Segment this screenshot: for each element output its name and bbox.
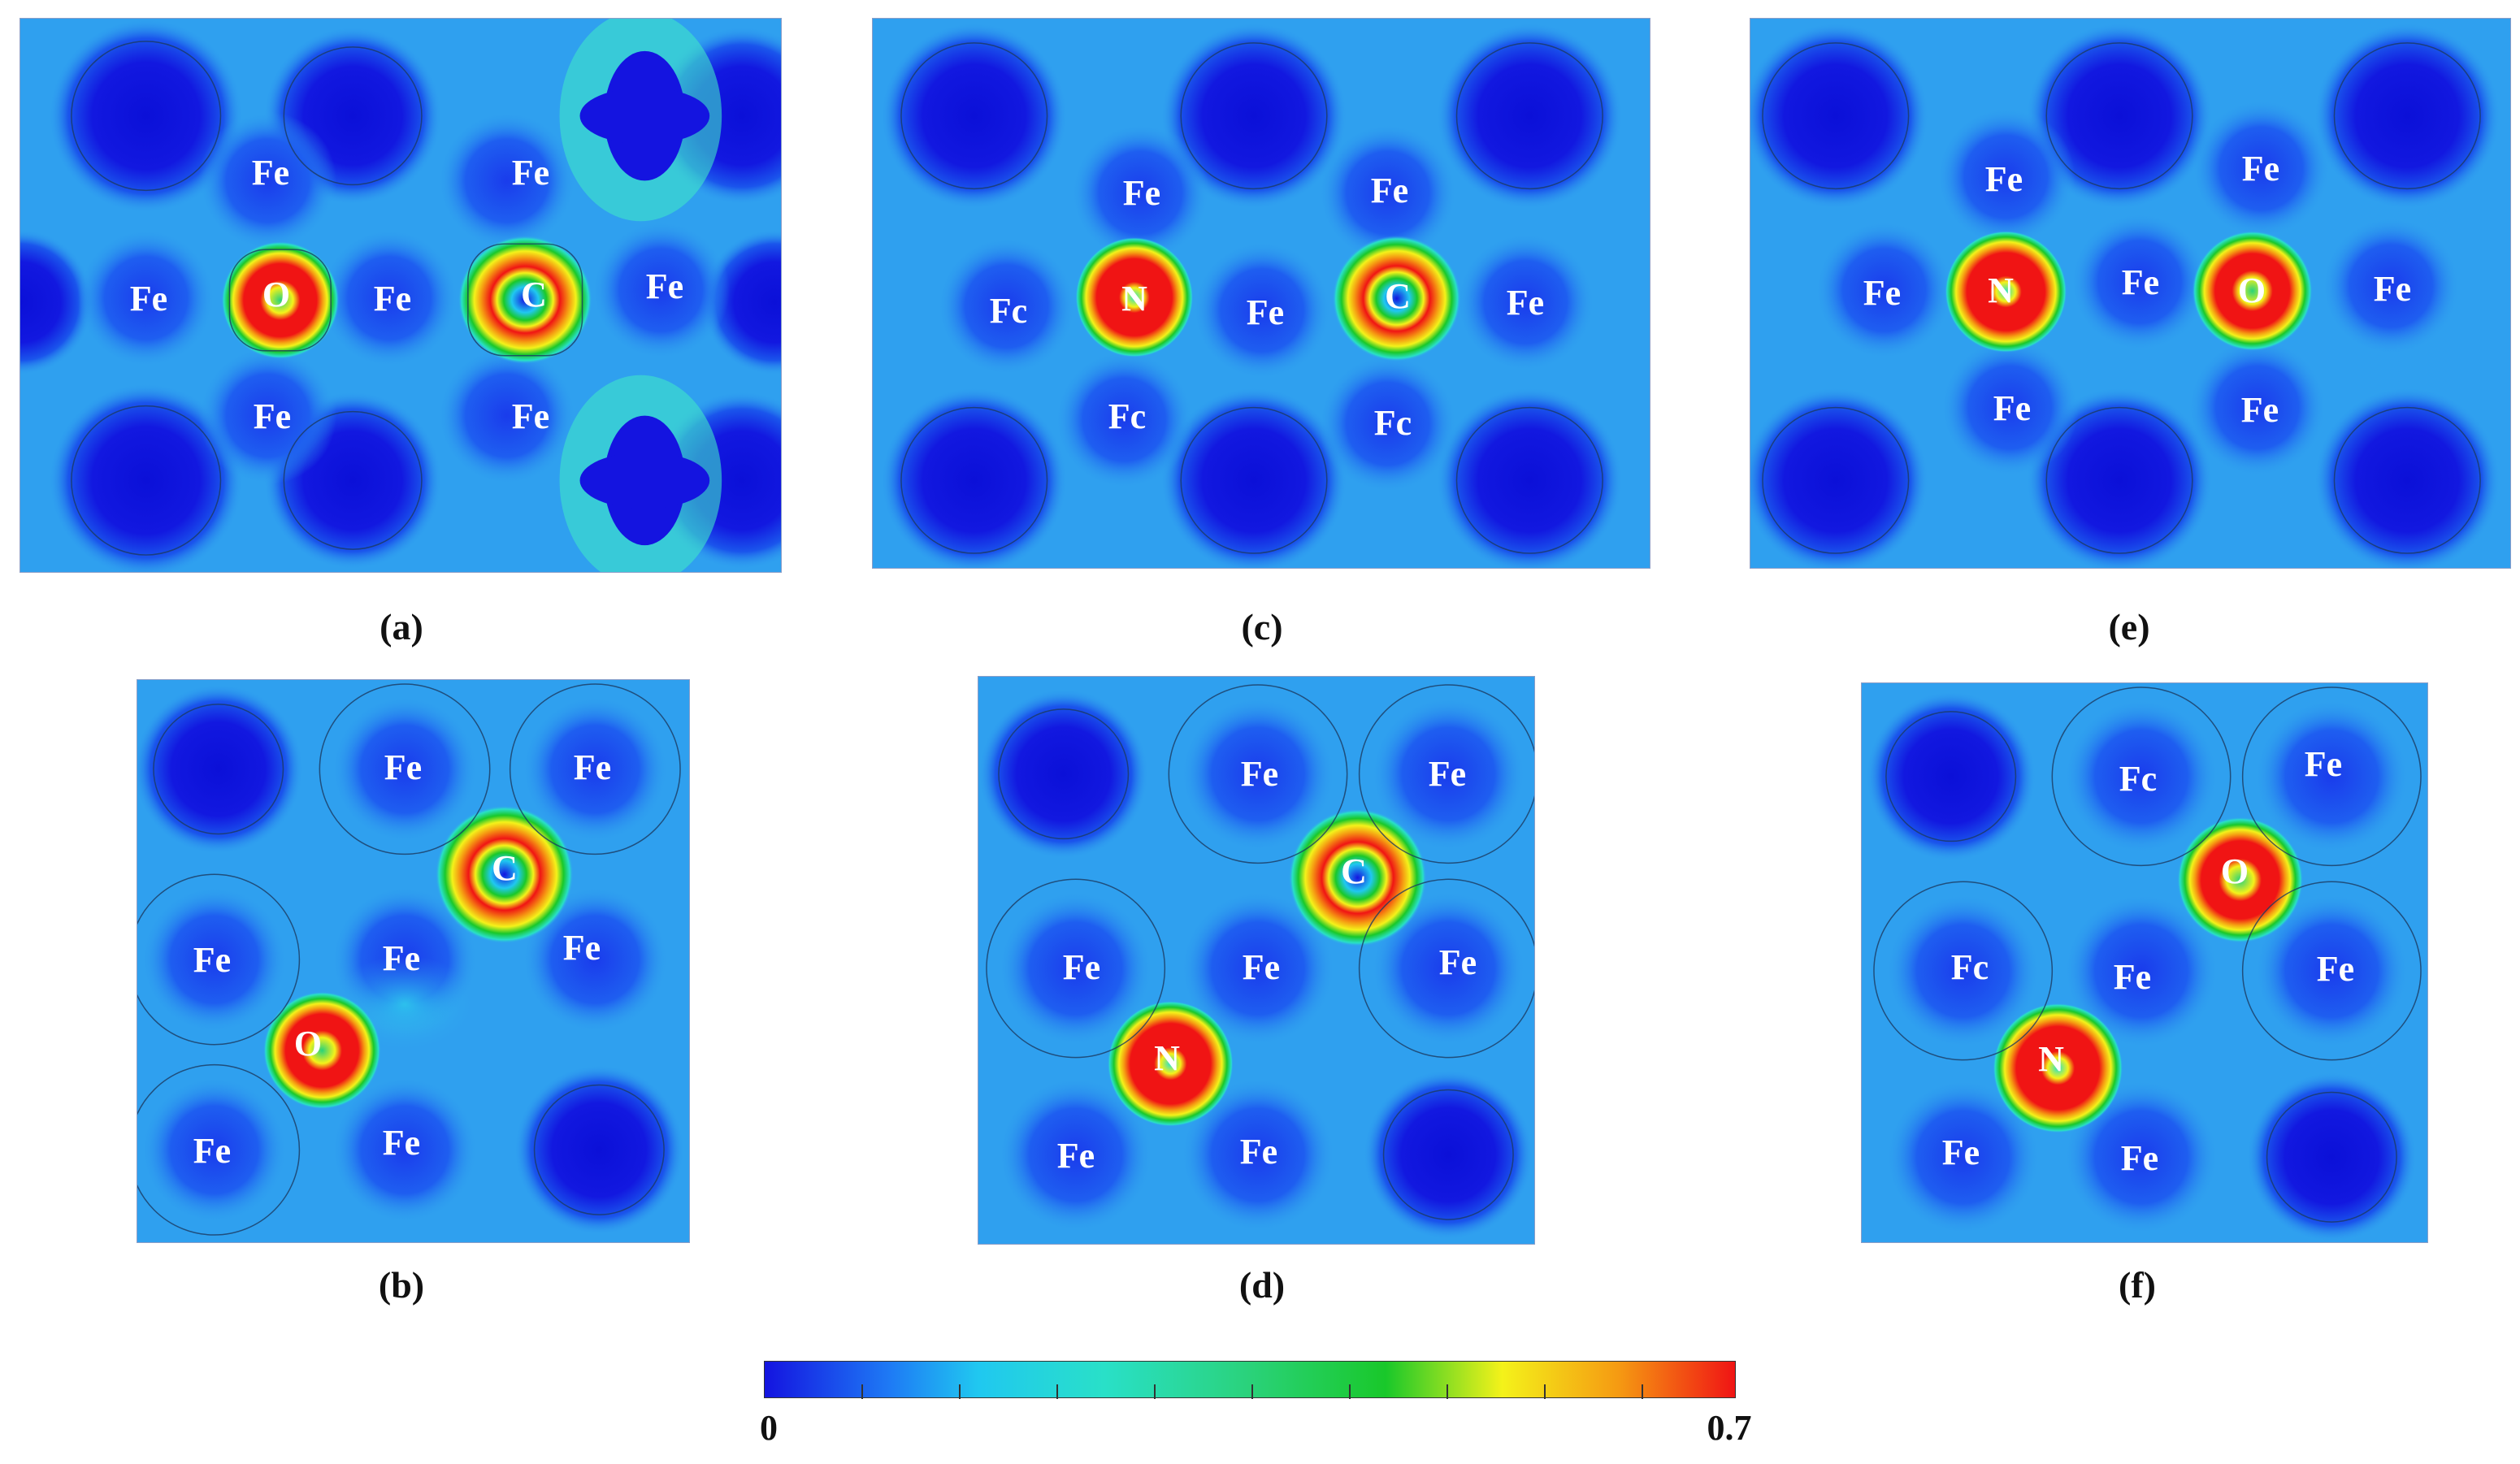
atom-label: Fe (1429, 756, 1466, 792)
caption-e: (e) (2108, 605, 2149, 648)
atom-label: Fe (2122, 265, 2159, 301)
atom-label: Fc (990, 293, 1027, 329)
atom-label: Fe (1123, 175, 1160, 211)
colorbar (764, 1361, 1736, 1398)
atom-label: Fe (1863, 275, 1901, 311)
atom-label: Fe (2242, 151, 2279, 187)
colorbar-tick (959, 1384, 961, 1399)
atom-label: Fe (2241, 392, 2279, 428)
atom-label: Fe (383, 941, 420, 977)
atom-label: Fe (1439, 945, 1477, 981)
atom-label: Fe (193, 942, 231, 978)
atom-label: O (2221, 854, 2249, 890)
atom-label: C (1385, 279, 1411, 314)
atom-label: Fe (1507, 285, 1544, 321)
atom-label: N (1154, 1041, 1180, 1076)
atom-label: Fc (1108, 399, 1146, 435)
atom-label: Fe (563, 930, 601, 966)
atom-label: Fc (2119, 761, 2157, 797)
panel-a: Fe Fe Fe Fe Fe Fe Fe O C (20, 18, 782, 573)
atom-label: N (2038, 1042, 2064, 1077)
panel-c: Fe Fe Fc Fe Fe Fc Fc N C (872, 18, 1650, 569)
atom-label: Fe (1942, 1135, 1980, 1171)
atom-label: Fe (1993, 391, 2031, 427)
atom-label: Fe (193, 1133, 231, 1169)
atom-label: Fe (384, 750, 422, 786)
atom-label: Fe (2374, 271, 2411, 307)
atom-label: Fe (512, 155, 549, 191)
colorbar-tick (1154, 1384, 1156, 1399)
atom-label: Fe (1057, 1138, 1095, 1174)
atom-label: Fe (2114, 959, 2151, 995)
colorbar-tick (1642, 1384, 1643, 1399)
colorbar-min-label: 0 (760, 1407, 778, 1449)
caption-b: (b) (379, 1263, 424, 1306)
atom-label: Fe (1243, 950, 1280, 985)
panel-b: Fe Fe Fe Fe Fe Fe Fe C O (137, 679, 690, 1243)
colorbar-tick (861, 1384, 863, 1399)
atom-label: Fe (646, 269, 683, 305)
panel-d: Fe Fe Fe Fe Fe Fe Fe C N (978, 676, 1535, 1245)
atom-label: Fe (252, 155, 289, 191)
atom-label: Fe (130, 281, 167, 317)
atom-label: N (1121, 281, 1147, 317)
colorbar-tick (1251, 1384, 1253, 1399)
atom-label: Fe (254, 399, 291, 435)
atom-label: C (521, 277, 547, 313)
atom-label: Fe (1371, 173, 1408, 209)
atom-label: N (1988, 273, 2014, 309)
caption-d: (d) (1239, 1263, 1285, 1306)
atom-label: Fe (1985, 162, 2023, 197)
atom-label: Fe (512, 399, 549, 435)
atom-label: Fe (574, 750, 611, 786)
atom-label: Fe (374, 281, 411, 317)
atom-label: Fc (1374, 405, 1412, 441)
caption-f: (f) (2119, 1263, 2156, 1306)
panel-f: Fc Fe Fc Fe Fe Fe Fe O N (1861, 682, 2428, 1243)
atom-label: Fe (2317, 951, 2354, 987)
atom-label: Fe (1240, 1134, 1277, 1170)
atom-label: Fc (1951, 950, 1989, 985)
atom-label: C (1341, 854, 1367, 890)
colorbar-tick (1349, 1384, 1351, 1399)
atom-label: Fe (1247, 295, 1284, 331)
atom-label: Fe (1063, 950, 1100, 985)
atom-label: O (294, 1026, 322, 1062)
colorbar-tick (1056, 1384, 1058, 1399)
atom-label: O (262, 277, 290, 313)
caption-a: (a) (380, 605, 423, 648)
caption-c: (c) (1241, 605, 1282, 648)
atom-label: C (492, 851, 518, 886)
atom-label: Fe (1241, 756, 1278, 792)
colorbar-tick (1447, 1384, 1448, 1399)
colorbar-tick (1544, 1384, 1546, 1399)
panel-e: Fe Fe Fe Fe Fe Fe Fe N O (1750, 18, 2511, 569)
atom-label: Fe (2305, 747, 2342, 782)
atom-label: Fe (383, 1125, 420, 1161)
atom-label: O (2238, 273, 2266, 309)
colorbar-max-label: 0.7 (1707, 1407, 1752, 1449)
atom-label: Fe (2121, 1141, 2158, 1176)
